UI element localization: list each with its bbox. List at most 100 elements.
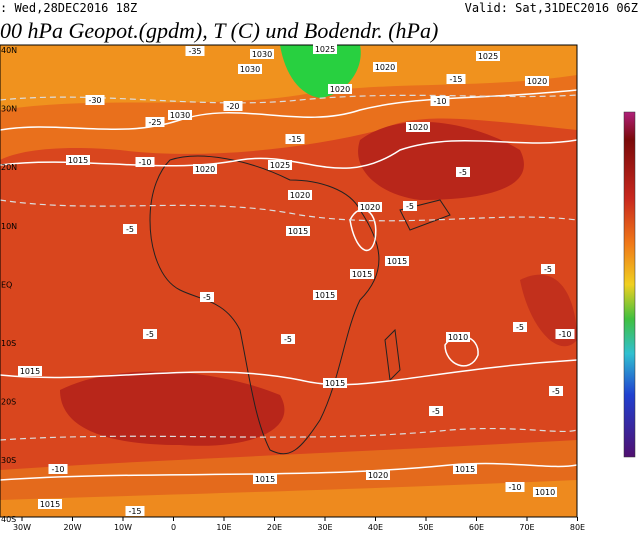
contour-label-box <box>143 329 157 339</box>
contour-label: -5 <box>544 265 552 274</box>
contour-label: -15 <box>128 507 141 516</box>
contour-label-box <box>446 332 470 342</box>
contour-label-box <box>541 264 555 274</box>
contour-label: -5 <box>284 335 292 344</box>
contour-label-box <box>185 46 205 56</box>
lon-label: 30W <box>13 523 31 532</box>
contour-label: 1030 <box>170 111 190 120</box>
lon-label: 0 <box>171 523 176 532</box>
contour-label-box <box>313 290 337 300</box>
contour-label: -5 <box>552 387 560 396</box>
contour-label: 1020 <box>290 191 310 200</box>
contour-label: -10 <box>138 158 151 167</box>
contour-label: -5 <box>459 168 467 177</box>
contour-label-box <box>366 470 390 480</box>
contour-label-box <box>446 74 466 84</box>
lat-label: 30S <box>1 456 16 465</box>
contour-label: 1025 <box>270 161 290 170</box>
contour-label: 1015 <box>325 379 345 388</box>
contour-label: 1020 <box>330 85 350 94</box>
contour-label-box <box>456 167 470 177</box>
contour-label-box <box>403 201 417 211</box>
contour-label-box <box>286 226 310 236</box>
lon-label: 60E <box>469 523 484 532</box>
contour-label-box <box>168 110 192 120</box>
contour-label: 1030 <box>240 65 260 74</box>
map-frame <box>0 44 578 518</box>
contour-label: 1015 <box>20 367 40 376</box>
contour-label: -10 <box>51 465 64 474</box>
contour-label: 1015 <box>40 500 60 509</box>
contour-label: 1025 <box>478 52 498 61</box>
lat-label: 20N <box>1 163 17 172</box>
contour-label-box <box>476 51 500 61</box>
contour-label-box <box>200 292 214 302</box>
lon-label: 70E <box>519 523 534 532</box>
contour-label-box <box>430 96 450 106</box>
contour-label-box <box>253 474 277 484</box>
contour-label: -10 <box>558 330 571 339</box>
contour-label-box <box>145 117 165 127</box>
contour-label-box <box>513 322 527 332</box>
contour-label: 1015 <box>352 270 372 279</box>
contour-label-box <box>223 101 243 111</box>
map-field <box>0 45 577 517</box>
lat-label: 10S <box>1 339 16 348</box>
contour-label-box <box>525 76 549 86</box>
contour-label: 1020 <box>195 165 215 174</box>
contour-label: 1025 <box>315 45 335 54</box>
contour-label: 1010 <box>535 488 555 497</box>
contour-label: -15 <box>288 135 301 144</box>
contour-label: -5 <box>516 323 524 332</box>
lon-label: 20W <box>63 523 81 532</box>
contour-label-box <box>323 378 347 388</box>
contour-label: 1015 <box>455 465 475 474</box>
contour-label-box <box>85 95 105 105</box>
valid-time: Valid: Sat,31DEC2016 06Z <box>465 1 638 15</box>
contour-label-box <box>18 366 42 376</box>
contour-label-box <box>429 406 443 416</box>
contour-label: -20 <box>226 102 239 111</box>
lat-label: 10N <box>1 222 17 231</box>
contour-label-box <box>549 386 563 396</box>
color-bar <box>623 111 636 458</box>
contour-label-box <box>555 329 575 339</box>
lat-label: 40N <box>1 46 17 55</box>
contour-label-box <box>288 190 312 200</box>
contour-label-box <box>385 256 409 266</box>
contour-label: -5 <box>406 202 414 211</box>
contour-label: 1015 <box>387 257 407 266</box>
contour-label: -5 <box>126 225 134 234</box>
lon-label: 80E <box>570 523 585 532</box>
lat-label: 30N <box>1 105 17 114</box>
contour-label-box <box>453 464 477 474</box>
contour-label: 1015 <box>288 227 308 236</box>
contour-label: 1030 <box>252 50 272 59</box>
contour-label: -5 <box>203 293 211 302</box>
contour-label-box <box>125 506 145 516</box>
lon-label: 40E <box>368 523 383 532</box>
contour-label: 1010 <box>448 333 468 342</box>
contour-label-box <box>250 49 274 59</box>
contour-label: -35 <box>188 47 201 56</box>
lon-label: 30E <box>317 523 332 532</box>
contour-label-box <box>406 122 430 132</box>
contour-label-box <box>193 164 217 174</box>
contour-label: -10 <box>508 483 521 492</box>
lon-label: 50E <box>418 523 433 532</box>
contour-label: 1015 <box>68 156 88 165</box>
contour-label: -10 <box>433 97 446 106</box>
contour-label-box <box>350 269 374 279</box>
contour-label: 1015 <box>255 475 275 484</box>
contour-label: 1015 <box>315 291 335 300</box>
lon-label: 10W <box>114 523 132 532</box>
lat-label: 20S <box>1 398 16 407</box>
contour-label-box <box>281 334 295 344</box>
contour-label: 1020 <box>408 123 428 132</box>
contour-label-box <box>135 157 155 167</box>
contour-label: 1020 <box>375 63 395 72</box>
contour-label-box <box>358 202 382 212</box>
contour-label-box <box>238 64 262 74</box>
contour-label-box <box>533 487 557 497</box>
